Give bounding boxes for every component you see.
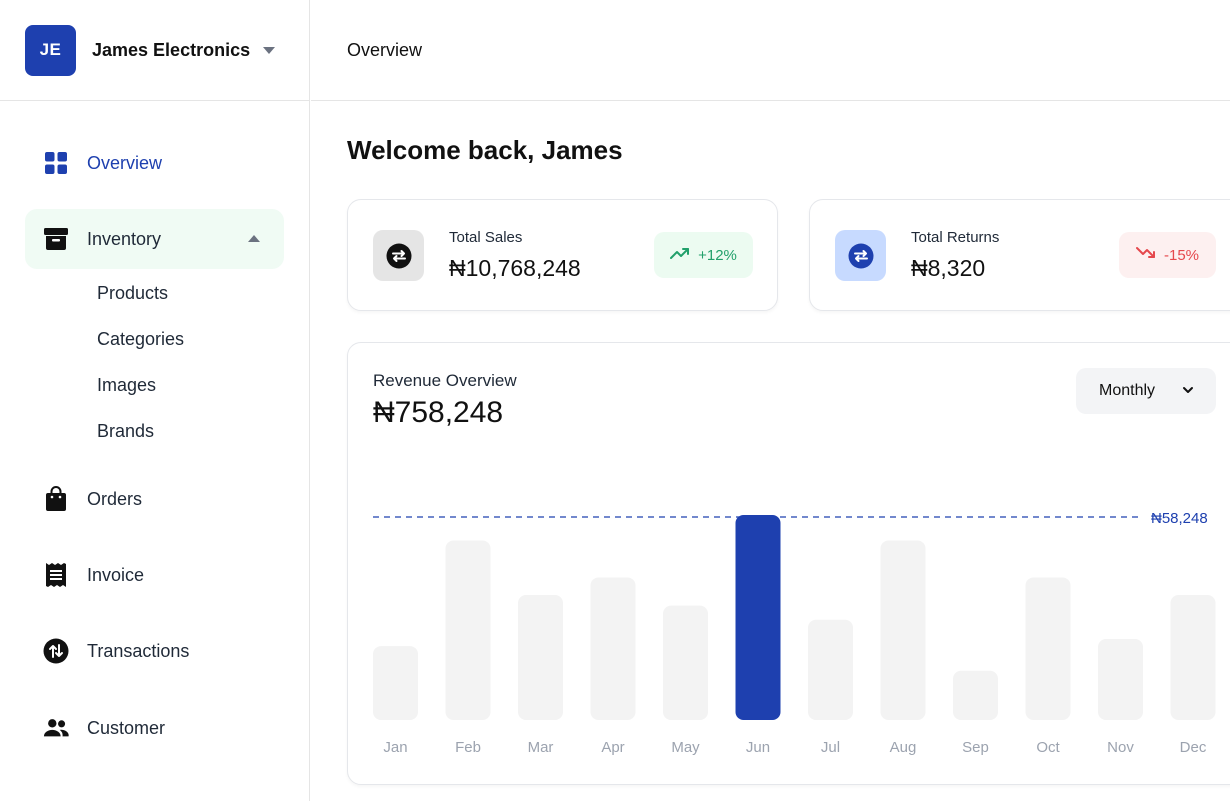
bar-feb[interactable]	[445, 540, 491, 720]
bar-jul[interactable]	[808, 619, 853, 720]
bar-may[interactable]	[663, 605, 708, 720]
x-tick-label: Sep	[962, 739, 989, 756]
x-tick-label: Apr	[601, 739, 624, 756]
users-icon	[43, 715, 69, 741]
sidebar-item-customer[interactable]: Customer	[25, 698, 284, 758]
sidebar-item-label: Orders	[87, 488, 143, 509]
x-tick-label: Jun	[746, 739, 770, 756]
x-tick-label: Feb	[455, 739, 481, 756]
caret-down-icon[interactable]	[263, 47, 275, 54]
bar-aug[interactable]	[880, 540, 926, 720]
bar-mar[interactable]	[518, 595, 563, 720]
bar-jan[interactable]	[373, 646, 418, 720]
sidebar-item-label: Transactions	[87, 640, 190, 661]
stat-label: Total Sales	[449, 229, 523, 246]
sidebar-item-transactions[interactable]: Transactions	[25, 621, 284, 681]
revenue-overview-card: Revenue Overview ₦758,248 Monthly ₦58,24…	[347, 342, 1230, 785]
sidebar-item-overview[interactable]: Overview	[25, 133, 284, 193]
top-bar: Overview	[311, 0, 1230, 101]
stat-label: Total Returns	[911, 229, 1000, 246]
page-title: Overview	[347, 39, 423, 60]
sidebar-item-label: Invoice	[87, 564, 145, 585]
grid-icon	[43, 150, 69, 176]
sidebar: JE James Electronics Overview Inventory …	[0, 0, 310, 801]
sidebar-item-orders[interactable]: Orders	[25, 469, 284, 529]
avatar: JE	[25, 24, 76, 76]
bar-jun[interactable]	[735, 515, 781, 720]
bar-apr[interactable]	[590, 577, 636, 720]
sidebar-item-label: Customer	[87, 717, 166, 738]
stat-value: ₦8,320	[911, 255, 986, 281]
chevron-up-icon[interactable]	[248, 235, 260, 242]
revenue-bar-chart: ₦58,248 Jan Feb Mar Apr May Jun Jul Aug Sep Oct Nov…	[373, 510, 1216, 756]
x-tick-label: Nov	[1107, 739, 1134, 756]
workspace-name: James Electronics	[92, 39, 251, 60]
bar-dec[interactable]	[1170, 595, 1216, 720]
sidebar-subitem-categories[interactable]: Categories	[97, 329, 185, 349]
reference-line-label: ₦58,248	[1151, 510, 1208, 527]
x-tick-label: Jan	[383, 739, 407, 756]
exchange-icon	[835, 230, 886, 281]
revenue-total: ₦758,248	[373, 396, 504, 429]
workspace-switcher[interactable]: JE James Electronics	[0, 0, 309, 101]
sidebar-subitem-brands[interactable]: Brands	[97, 421, 155, 441]
x-tick-label: May	[671, 739, 700, 756]
sidebar-item-label: Inventory	[87, 228, 162, 249]
sidebar-item-label: Overview	[87, 152, 163, 173]
x-tick-label: Mar	[528, 739, 554, 756]
change-value: -15%	[1163, 246, 1200, 264]
x-tick-label: Dec	[1180, 739, 1207, 756]
period-label: Monthly	[1099, 382, 1156, 399]
decline-badge: -15%	[1119, 232, 1216, 278]
bar-sep[interactable]	[953, 670, 998, 720]
trending-down-icon	[1135, 246, 1156, 264]
receipt-icon	[43, 562, 69, 588]
exchange-icon	[373, 230, 424, 281]
change-value: +12%	[698, 246, 737, 264]
growth-badge: +12%	[654, 232, 753, 278]
bar-oct[interactable]	[1025, 577, 1071, 720]
chart-title: Revenue Overview	[373, 371, 517, 390]
sidebar-item-invoice[interactable]: Invoice	[25, 545, 284, 605]
trending-up-icon	[670, 246, 690, 264]
archive-box-icon	[43, 226, 69, 252]
sidebar-subitem-products[interactable]: Products	[97, 283, 169, 303]
x-tick-label: Aug	[890, 739, 917, 756]
swap-vertical-icon	[43, 638, 69, 664]
bar-nov[interactable]	[1098, 639, 1143, 720]
period-dropdown[interactable]: Monthly	[1076, 368, 1216, 414]
stat-value: ₦10,768,248	[449, 255, 581, 281]
shopping-bag-icon	[43, 486, 69, 512]
chevron-down-icon	[1181, 383, 1195, 402]
sidebar-subitem-images[interactable]: Images	[97, 375, 157, 395]
welcome-heading: Welcome back, James	[347, 135, 623, 165]
x-tick-label: Jul	[821, 739, 840, 756]
total-returns-card: Total Returns ₦8,320 -15%	[809, 199, 1230, 311]
x-tick-label: Oct	[1036, 739, 1060, 756]
total-sales-card: Total Sales ₦10,768,248 +12%	[347, 199, 778, 311]
sidebar-item-inventory[interactable]: Inventory	[25, 209, 284, 269]
